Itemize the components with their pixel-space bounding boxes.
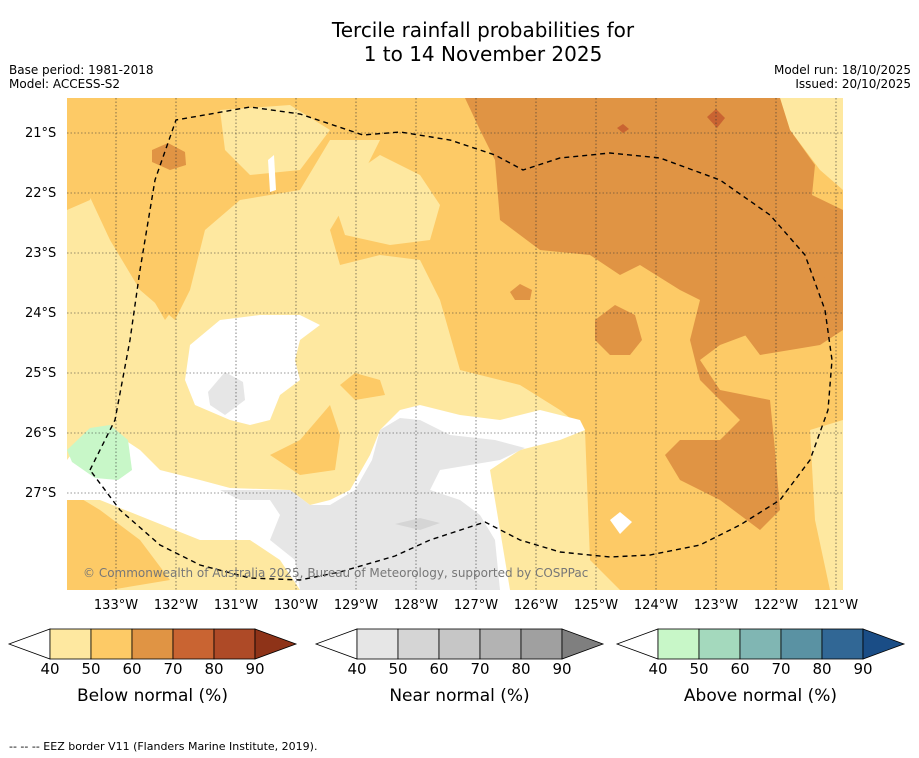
region-below-50-pocket-b <box>220 105 330 175</box>
legend-title-near-normal: Near normal (%) <box>389 686 530 706</box>
region-below-50-pocket-d <box>810 420 843 590</box>
lon-label: 132°W <box>153 598 199 613</box>
region-below-50-pocket <box>330 155 440 245</box>
lat-label: 27°S <box>25 486 57 501</box>
lon-label: 125°W <box>573 598 619 613</box>
info-left: Base period: 1981-2018 Model: ACCESS-S2 <box>9 63 154 91</box>
title-line-1: Tercile rainfall probabilities for <box>331 18 635 42</box>
region-below-80-b <box>617 124 629 133</box>
colorbar-tick-label: 50 <box>388 660 408 678</box>
lon-label: 124°W <box>633 598 679 613</box>
region-near-50 <box>395 518 440 530</box>
legend-title-above-normal: Above normal (%) <box>683 686 838 706</box>
lat-label: 21°S <box>25 126 57 141</box>
colorbar-tick-label: 40 <box>347 660 367 678</box>
region-none-c <box>610 512 632 534</box>
lon-label: 128°W <box>393 598 439 613</box>
region-below-60-b <box>67 98 120 210</box>
colorbar-tick-label: 90 <box>245 660 265 678</box>
issued-date: Issued: 20/10/2025 <box>795 77 911 91</box>
region-below-70 <box>465 98 843 530</box>
lon-label: 123°W <box>693 598 739 613</box>
lon-label: 131°W <box>213 598 259 613</box>
eez-border <box>89 106 833 581</box>
title-line-2: 1 to 14 November 2025 <box>363 42 603 66</box>
colorbar-tick-label: 80 <box>812 660 832 678</box>
colorbar-tick-label: 80 <box>204 660 224 678</box>
lat-label: 26°S <box>25 426 57 441</box>
region-below-60-e <box>270 405 340 475</box>
legend-title-below-normal: Below normal (%) <box>77 686 228 706</box>
colorbar-tick-label: 60 <box>730 660 750 678</box>
lon-label: 130°W <box>273 598 319 613</box>
colorbar-tick-label: 40 <box>648 660 668 678</box>
colorbar-tick-label: 50 <box>689 660 709 678</box>
region-none-d <box>268 155 276 192</box>
colorbar-tick-label: 60 <box>429 660 449 678</box>
map-fill <box>67 98 843 590</box>
colorbar-tick-label: 90 <box>853 660 873 678</box>
lon-label: 122°W <box>753 598 799 613</box>
region-below-80 <box>707 109 725 128</box>
chart-title: Tercile rainfall probabilities for 1 to … <box>0 18 919 66</box>
model-run: Model run: 18/10/2025 <box>773 63 911 77</box>
colorbar-tick-label: 90 <box>552 660 572 678</box>
region-below-60-f <box>340 373 385 400</box>
region-below-70-e <box>510 284 532 300</box>
lat-label: 23°S <box>25 246 57 261</box>
model-name: Model: ACCESS-S2 <box>9 77 121 91</box>
colorbar-tick-label: 70 <box>163 660 183 678</box>
colorbar-tick-label: 80 <box>511 660 531 678</box>
region-below-70-b <box>740 275 843 355</box>
region-below-70-c <box>595 305 642 355</box>
eez-footnote: -- -- -- EEZ border V11 (Flanders Marine… <box>9 740 318 753</box>
colorbar-tick-label: 70 <box>470 660 490 678</box>
region-below-60-d <box>67 490 170 590</box>
lon-label: 121°W <box>813 598 859 613</box>
colorbar-tick-label: 60 <box>122 660 142 678</box>
lon-label: 129°W <box>333 598 379 613</box>
lat-label: 22°S <box>25 186 57 201</box>
lon-label: 127°W <box>453 598 499 613</box>
colorbar-tick-label: 50 <box>81 660 101 678</box>
info-right: Model run: 18/10/2025 Issued: 20/10/2025 <box>774 63 911 91</box>
region-below-50-pocket-c <box>780 98 843 190</box>
base-period: Base period: 1981-2018 <box>9 63 154 77</box>
copyright-notice: © Commonwealth of Australia 2025, Bureau… <box>83 566 589 580</box>
colorbar-tick-label: 40 <box>40 660 60 678</box>
graticule <box>67 98 843 590</box>
lon-label: 133°W <box>93 598 139 613</box>
region-below-60-c <box>120 98 235 320</box>
lat-label: 24°S <box>25 306 57 321</box>
colorbar-tick-label: 70 <box>771 660 791 678</box>
lat-label: 25°S <box>25 366 57 381</box>
lon-label: 126°W <box>513 598 559 613</box>
